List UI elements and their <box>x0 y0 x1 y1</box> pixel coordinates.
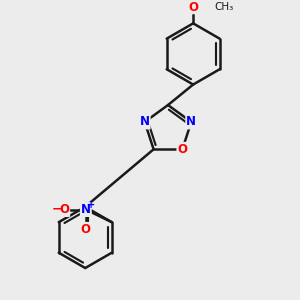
Text: N: N <box>81 203 91 216</box>
Text: N: N <box>140 116 150 128</box>
Text: N: N <box>186 116 196 128</box>
Text: O: O <box>188 1 198 14</box>
Text: CH₃: CH₃ <box>215 2 234 12</box>
Text: O: O <box>81 223 91 236</box>
Text: +: + <box>87 200 95 209</box>
Text: −: − <box>52 202 62 215</box>
Text: O: O <box>59 203 69 216</box>
Text: O: O <box>177 143 188 156</box>
